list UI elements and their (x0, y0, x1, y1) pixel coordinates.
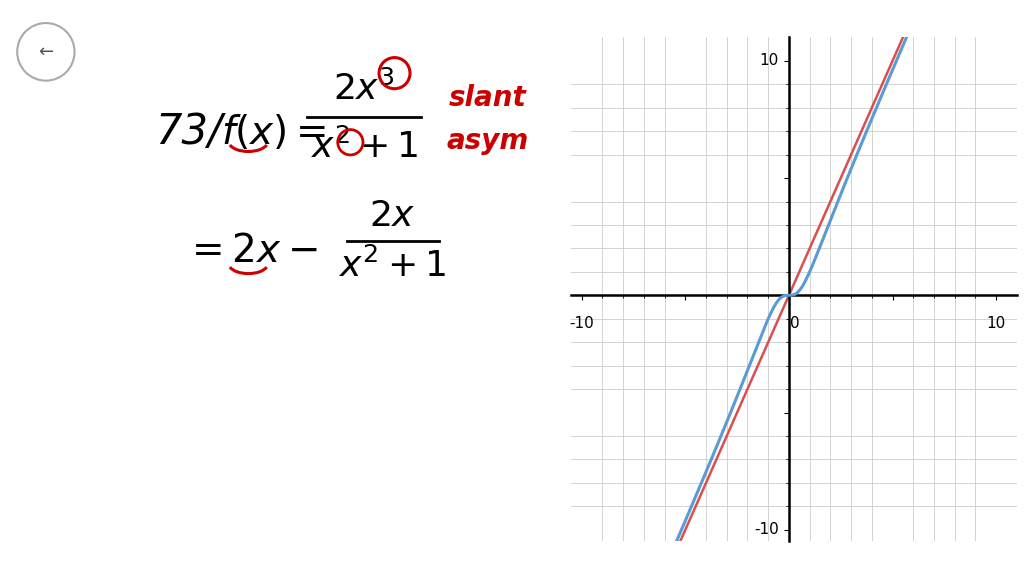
Text: $2x$: $2x$ (370, 199, 416, 233)
Circle shape (17, 23, 75, 81)
Text: $f(x)=$: $f(x)=$ (221, 113, 326, 152)
Text: $x^2+1$: $x^2+1$ (310, 129, 418, 165)
Text: asym: asym (446, 127, 528, 155)
Text: -10: -10 (569, 316, 594, 331)
Text: $x^2+1$: $x^2+1$ (339, 248, 446, 284)
Text: $2x^3$: $2x^3$ (333, 71, 395, 107)
Text: -10: -10 (754, 522, 778, 537)
Text: 10: 10 (986, 316, 1006, 331)
Text: $= 2x -$: $= 2x -$ (183, 232, 317, 270)
Text: 10: 10 (760, 54, 778, 69)
Text: 73/: 73/ (155, 112, 222, 153)
Text: 0: 0 (791, 316, 800, 331)
Text: slant: slant (449, 84, 526, 112)
Text: ←: ← (38, 43, 53, 61)
